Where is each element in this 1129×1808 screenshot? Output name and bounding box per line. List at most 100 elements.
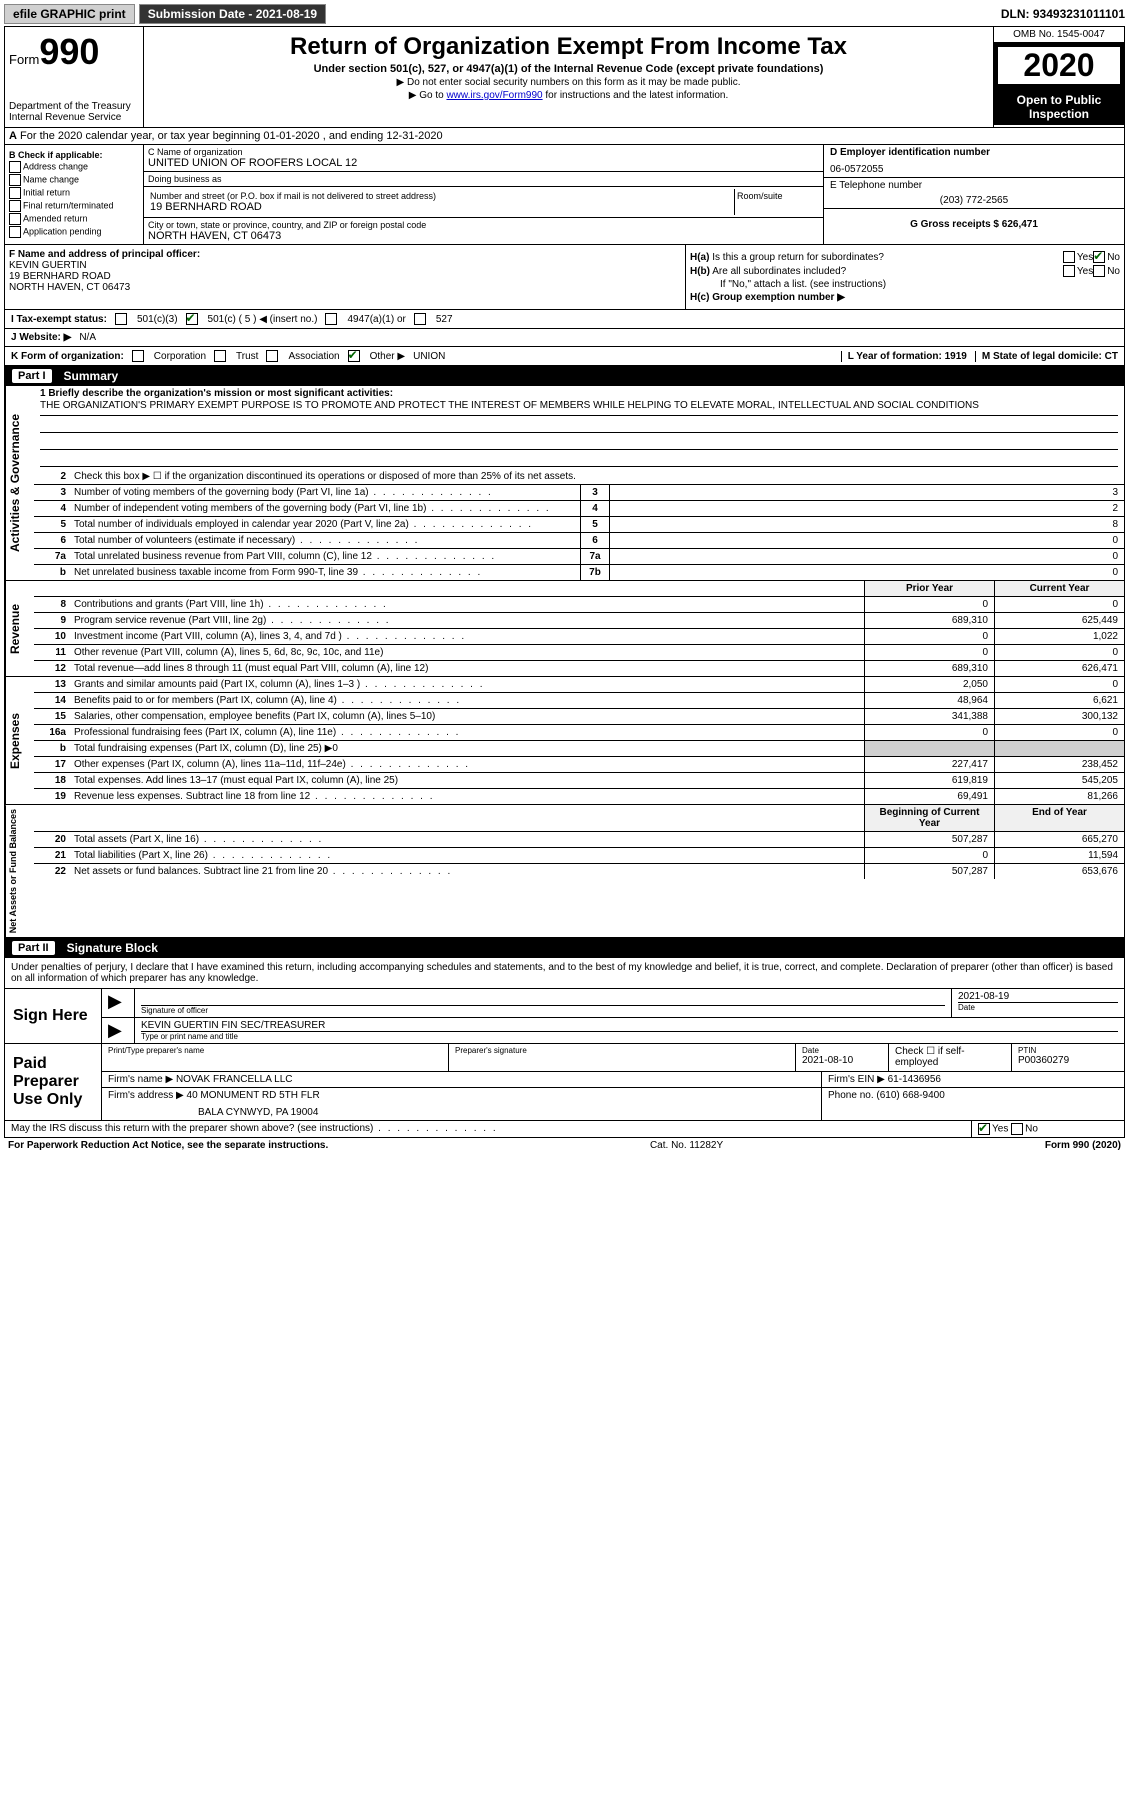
line22-py: 507,287 — [864, 864, 994, 879]
paid-preparer-label: Paid Preparer Use Only — [5, 1044, 102, 1120]
revenue-tab: Revenue — [5, 581, 34, 676]
line9-py: 689,310 — [864, 613, 994, 628]
line13-py: 2,050 — [864, 677, 994, 692]
line7a-value: 0 — [609, 549, 1124, 564]
form-header: Form990 Department of the Treasury Inter… — [4, 26, 1125, 128]
line19-cy: 81,266 — [994, 789, 1124, 804]
final-return-checkbox[interactable] — [9, 200, 21, 212]
page-footer: For Paperwork Reduction Act Notice, see … — [4, 1138, 1125, 1153]
4947-checkbox[interactable] — [325, 313, 337, 325]
line10-py: 0 — [864, 629, 994, 644]
open-to-public: Open to Public Inspection — [994, 89, 1124, 125]
mission-text: THE ORGANIZATION'S PRIMARY EXEMPT PURPOS… — [40, 399, 1118, 416]
line14-cy: 6,621 — [994, 693, 1124, 708]
state-domicile: M State of legal domicile: CT — [982, 351, 1118, 362]
form-number: Form990 — [9, 31, 139, 73]
initial-return-checkbox[interactable] — [9, 187, 21, 199]
form-version: Form 990 (2020) — [1045, 1140, 1121, 1151]
line20-cy: 665,270 — [994, 832, 1124, 847]
ssn-note: ▶ Do not enter social security numbers o… — [148, 77, 989, 88]
line20-py: 507,287 — [864, 832, 994, 847]
line17-py: 227,417 — [864, 757, 994, 772]
activities-tab: Activities & Governance — [5, 386, 34, 580]
self-employed-check[interactable]: Check ☐ if self-employed — [889, 1044, 1012, 1071]
officer-signature-name: KEVIN GUERTIN FIN SEC/TREASURER — [141, 1020, 1118, 1031]
ha-yes-checkbox[interactable] — [1063, 251, 1075, 263]
line12-cy: 626,471 — [994, 661, 1124, 676]
form990-link[interactable]: www.irs.gov/Form990 — [446, 90, 542, 101]
officer-addr1: 19 BERNHARD ROAD — [9, 271, 681, 282]
line18-py: 619,819 — [864, 773, 994, 788]
hb-note: If "No," attach a list. (see instruction… — [690, 279, 1120, 290]
ein: 06-0572055 — [830, 158, 1118, 175]
line15-cy: 300,132 — [994, 709, 1124, 724]
website-value: N/A — [79, 332, 96, 343]
netassets-section: Net Assets or Fund Balances Beginning of… — [4, 805, 1125, 938]
entity-info: B Check if applicable: Address change Na… — [4, 145, 1125, 245]
501c-checkbox[interactable] — [186, 313, 198, 325]
line16a-cy: 0 — [994, 725, 1124, 740]
sign-here-label: Sign Here — [5, 989, 102, 1043]
year-formation: L Year of formation: 1919 — [848, 351, 967, 362]
line11-cy: 0 — [994, 645, 1124, 660]
expenses-section: Expenses 13Grants and similar amounts pa… — [4, 677, 1125, 805]
line14-py: 48,964 — [864, 693, 994, 708]
line16a-py: 0 — [864, 725, 994, 740]
preparer-date: 2021-08-10 — [802, 1055, 882, 1066]
line19-py: 69,491 — [864, 789, 994, 804]
corp-checkbox[interactable] — [132, 350, 144, 362]
discuss-yes-checkbox[interactable] — [978, 1123, 990, 1135]
application-pending-checkbox[interactable] — [9, 226, 21, 238]
assoc-checkbox[interactable] — [266, 350, 278, 362]
amended-return-checkbox[interactable] — [9, 213, 21, 225]
sig-date: 2021-08-19 — [958, 991, 1118, 1002]
city-state-zip: NORTH HAVEN, CT 06473 — [148, 230, 819, 242]
tax-year-line: A For the 2020 calendar year, or tax yea… — [4, 128, 1125, 145]
527-checkbox[interactable] — [414, 313, 426, 325]
netassets-tab: Net Assets or Fund Balances — [5, 805, 34, 937]
discuss-no-checkbox[interactable] — [1011, 1123, 1023, 1135]
ha-no-checkbox[interactable] — [1093, 251, 1105, 263]
gross-receipts: G Gross receipts $ 626,471 — [910, 219, 1038, 230]
discuss-question: May the IRS discuss this return with the… — [5, 1121, 972, 1137]
telephone: (203) 772-2565 — [830, 191, 1118, 206]
firm-addr2: BALA CYNWYD, PA 19004 — [108, 1101, 815, 1118]
firm-addr1: 40 MONUMENT RD 5TH FLR — [187, 1090, 320, 1101]
501c3-checkbox[interactable] — [115, 313, 127, 325]
line21-cy: 11,594 — [994, 848, 1124, 863]
tax-exempt-status: I Tax-exempt status: 501(c)(3) 501(c) ( … — [4, 310, 1125, 329]
line15-py: 341,388 — [864, 709, 994, 724]
line21-py: 0 — [864, 848, 994, 863]
line10-cy: 1,022 — [994, 629, 1124, 644]
omb-number: OMB No. 1545-0047 — [994, 27, 1124, 43]
ptin: P00360279 — [1018, 1055, 1118, 1066]
form-subtitle: Under section 501(c), 527, or 4947(a)(1)… — [148, 63, 989, 75]
website-row: J Website: ▶ N/A — [4, 329, 1125, 347]
trust-checkbox[interactable] — [214, 350, 226, 362]
dln-label: DLN: 93493231011101 — [1001, 7, 1125, 21]
hc-label: H(c) Group exemption number ▶ — [690, 292, 845, 303]
name-change-checkbox[interactable] — [9, 174, 21, 186]
line13-cy: 0 — [994, 677, 1124, 692]
other-checkbox[interactable] — [348, 350, 360, 362]
dept-label: Department of the Treasury Internal Reve… — [9, 101, 139, 123]
efile-print-button[interactable]: efile GRAPHIC print — [4, 4, 135, 24]
line2: Check this box ▶ ☐ if the organization d… — [70, 469, 1124, 484]
submission-date-label: Submission Date - 2021-08-19 — [139, 4, 326, 24]
line8-cy: 0 — [994, 597, 1124, 612]
officer-addr2: NORTH HAVEN, CT 06473 — [9, 282, 681, 293]
tax-year: 2020 — [994, 43, 1124, 89]
line3-value: 3 — [609, 485, 1124, 500]
line5-value: 8 — [609, 517, 1124, 532]
line16b-cy — [994, 741, 1124, 756]
org-name: UNITED UNION OF ROOFERS LOCAL 12 — [148, 157, 819, 169]
form-of-org: K Form of organization: Corporation Trus… — [4, 347, 1125, 366]
form-title: Return of Organization Exempt From Incom… — [148, 33, 989, 61]
hb-no-checkbox[interactable] — [1093, 265, 1105, 277]
goto-note: ▶ Go to www.irs.gov/Form990 for instruct… — [148, 90, 989, 101]
address-change-checkbox[interactable] — [9, 161, 21, 173]
line22-cy: 653,676 — [994, 864, 1124, 879]
hb-yes-checkbox[interactable] — [1063, 265, 1075, 277]
officer-group-section: F Name and address of principal officer:… — [4, 245, 1125, 310]
line18-cy: 545,205 — [994, 773, 1124, 788]
